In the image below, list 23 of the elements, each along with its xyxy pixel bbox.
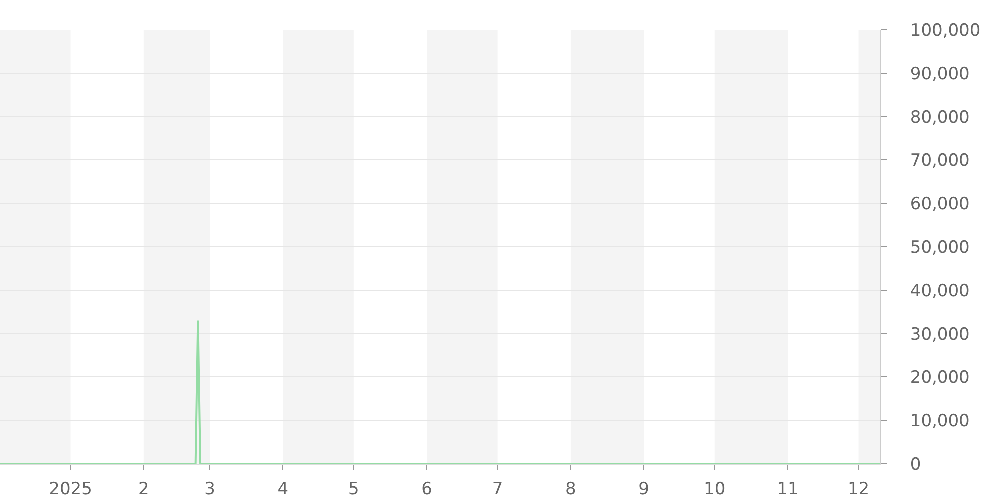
x-tick-label: 8 — [566, 479, 576, 500]
y-tick-label: 0 — [910, 454, 922, 475]
y-tick-label: 80,000 — [910, 108, 970, 128]
y-tick-label: 60,000 — [910, 194, 970, 215]
y-tick-label: 10,000 — [910, 412, 970, 432]
y-tick-label: 70,000 — [910, 151, 970, 172]
y-tick-label: 20,000 — [910, 368, 970, 388]
y-tick-label: 90,000 — [910, 64, 970, 84]
x-tick-label: 4 — [278, 479, 289, 500]
x-tick-label: 7 — [492, 479, 504, 500]
y-tick-label: 30,000 — [910, 324, 970, 345]
x-tick-label: 10 — [704, 479, 726, 500]
x-tick-label: 12 — [848, 479, 870, 500]
x-tick-label: 2025 — [49, 479, 92, 500]
y-tick-label: 100,000 — [910, 20, 981, 41]
x-tick-label: 11 — [777, 479, 799, 500]
x-tick-label: 5 — [348, 479, 360, 500]
x-tick-label: 9 — [638, 479, 650, 500]
x-tick-label: 2 — [138, 479, 150, 500]
x-tick-label: 3 — [204, 479, 216, 500]
y-tick-label: 50,000 — [910, 238, 970, 258]
y-tick-label: 40,000 — [910, 281, 970, 302]
x-tick-label: 6 — [422, 479, 432, 500]
